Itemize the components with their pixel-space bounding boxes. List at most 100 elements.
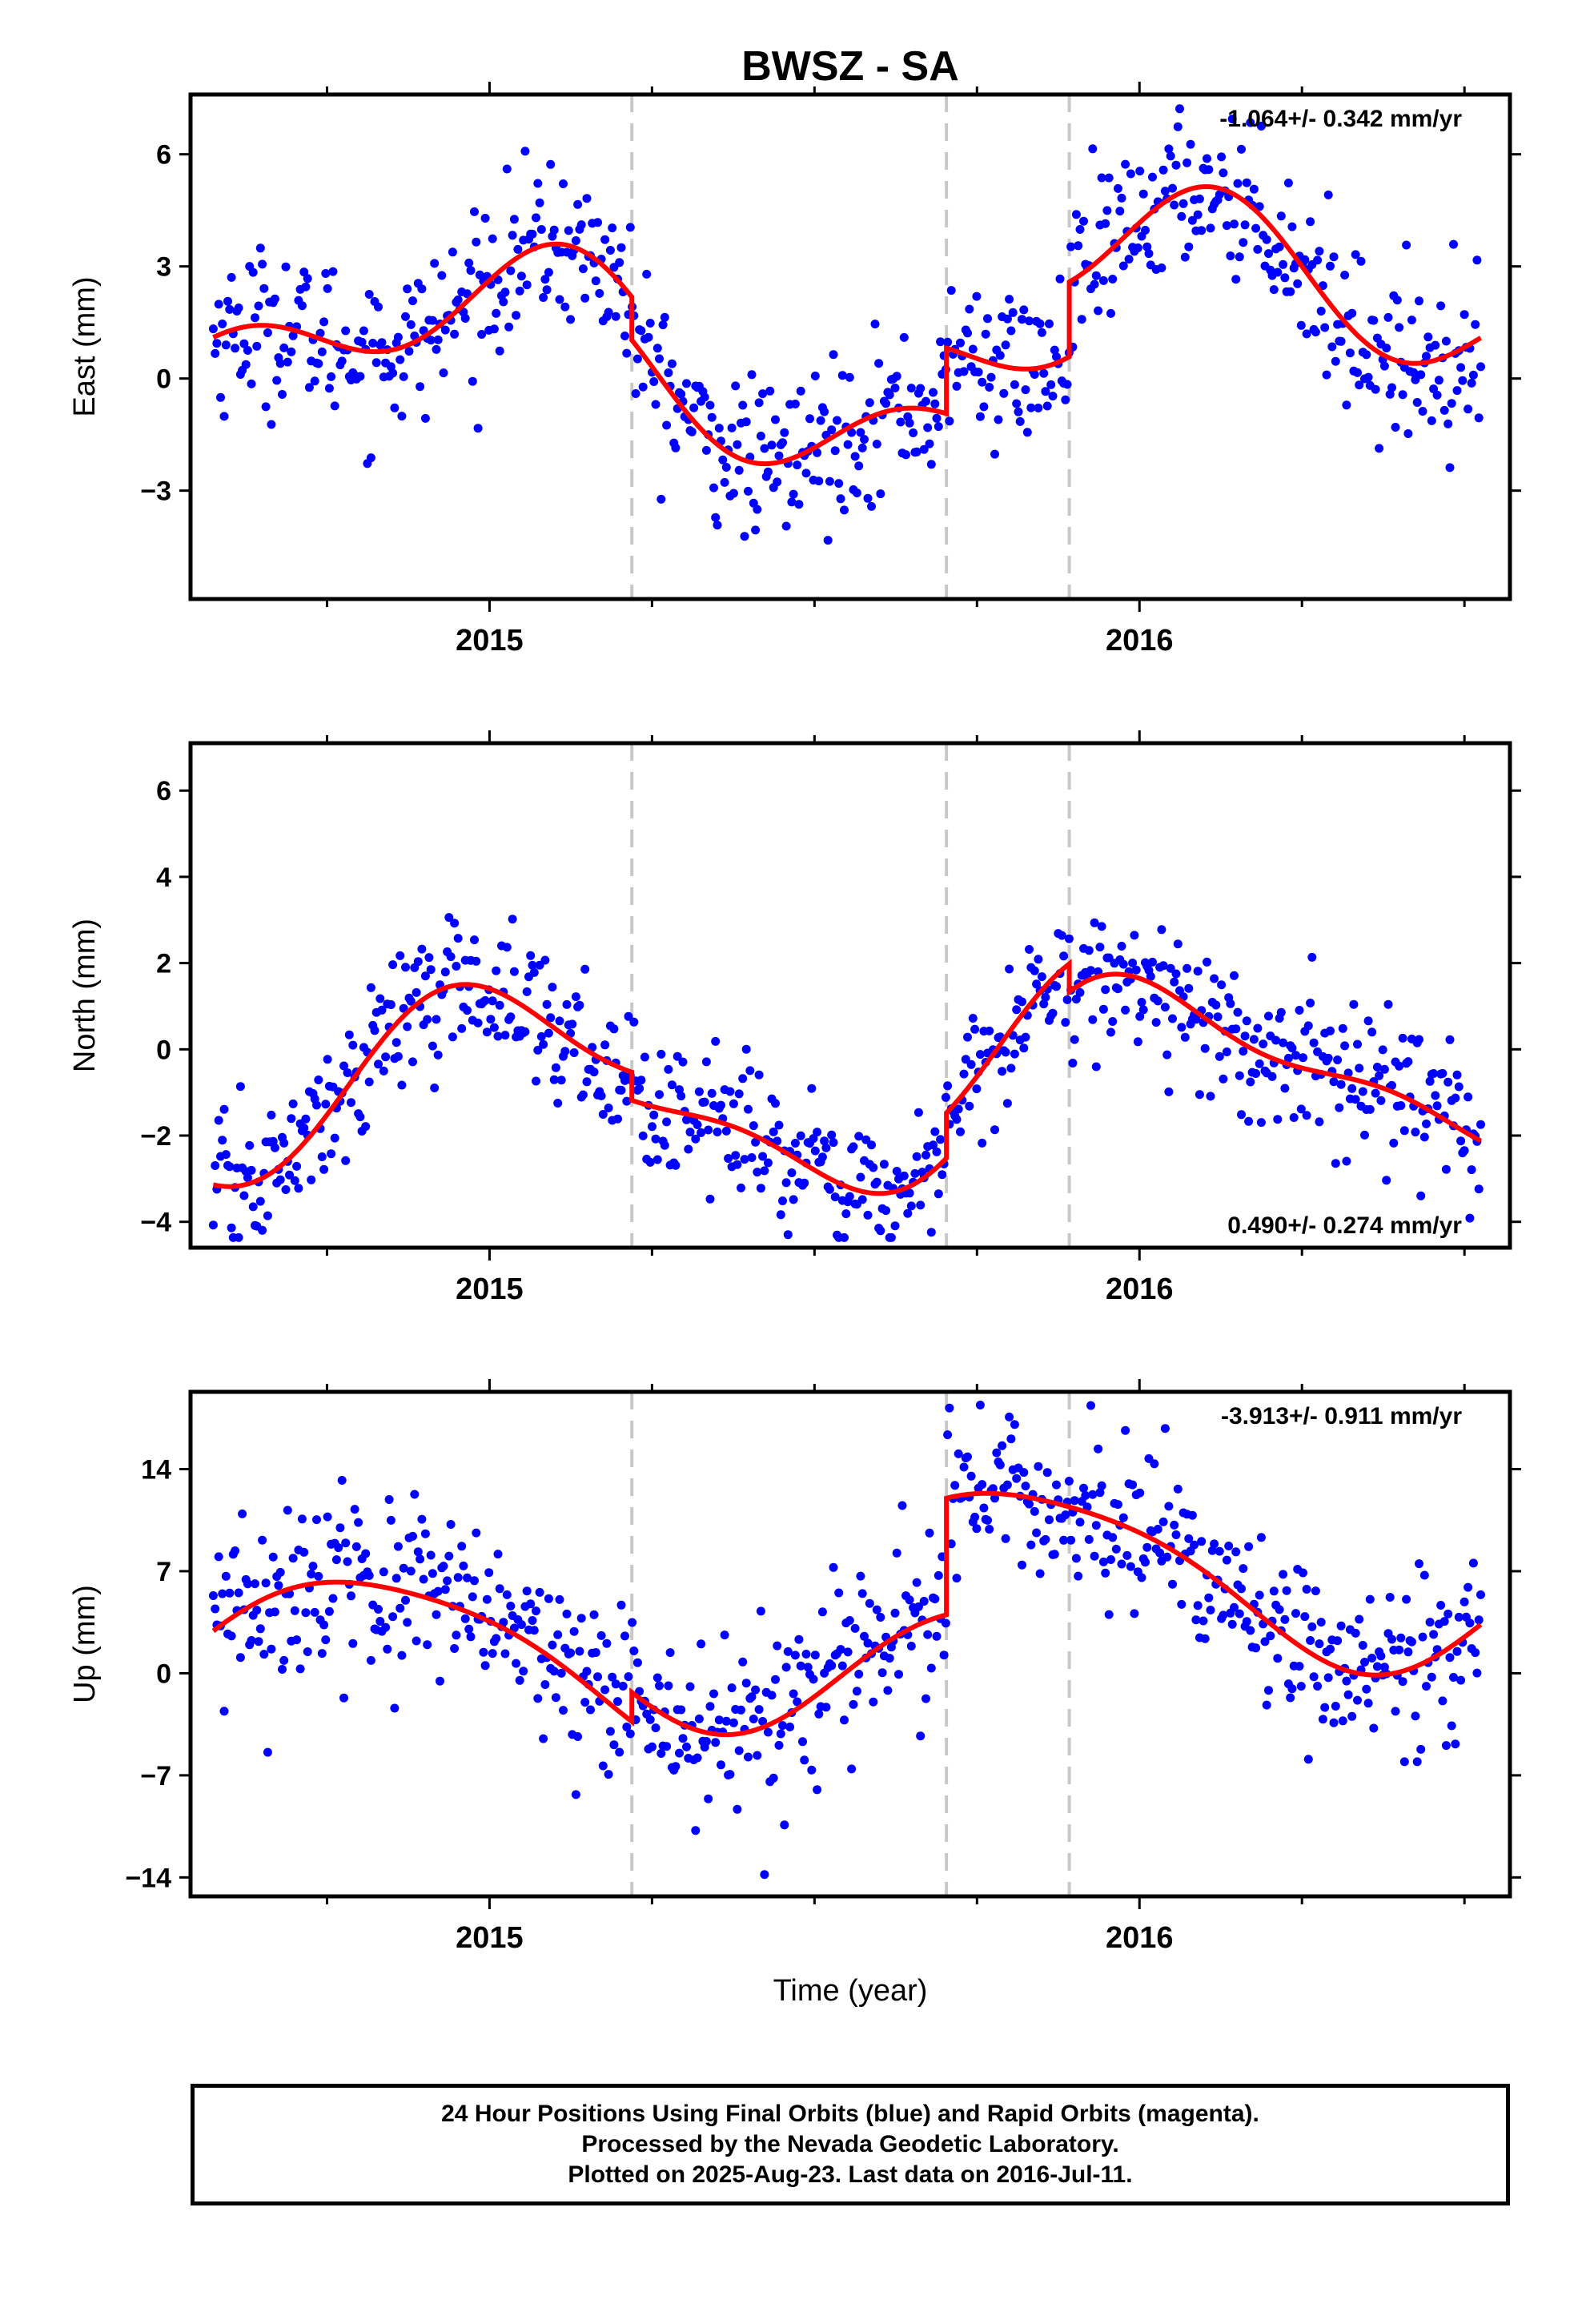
data-point xyxy=(1173,1484,1182,1494)
data-point xyxy=(1353,1039,1362,1049)
rate-label: -3.913+/- 0.911 mm/yr xyxy=(1221,1403,1462,1429)
data-point xyxy=(645,319,655,328)
data-point xyxy=(1184,242,1194,251)
data-point xyxy=(576,1614,586,1623)
data-point xyxy=(1005,295,1014,304)
data-point xyxy=(790,1139,800,1148)
data-point xyxy=(809,1675,818,1684)
data-point xyxy=(609,1740,619,1750)
data-point xyxy=(243,1579,252,1589)
data-point xyxy=(1021,1482,1030,1491)
data-point xyxy=(925,439,934,448)
data-point xyxy=(794,1634,804,1644)
data-point xyxy=(694,1087,704,1096)
data-point xyxy=(978,1480,987,1490)
data-point xyxy=(396,951,405,960)
data-point xyxy=(1070,1035,1079,1044)
data-point xyxy=(248,267,258,277)
data-point xyxy=(321,269,331,278)
data-point xyxy=(234,1588,243,1598)
data-point xyxy=(1191,1015,1201,1024)
data-point xyxy=(453,934,463,943)
data-point xyxy=(1443,419,1453,428)
data-point xyxy=(857,1589,867,1598)
data-point xyxy=(1293,279,1303,288)
data-point xyxy=(813,448,822,457)
data-point xyxy=(701,1057,711,1067)
data-point xyxy=(664,368,673,377)
data-point xyxy=(631,389,640,398)
data-point xyxy=(573,1732,583,1741)
data-point xyxy=(1010,380,1019,389)
data-point xyxy=(658,320,668,330)
data-point xyxy=(781,521,791,531)
data-point xyxy=(1280,273,1290,283)
data-point xyxy=(1240,220,1250,230)
data-point xyxy=(905,1595,914,1605)
data-point xyxy=(255,243,265,253)
data-point xyxy=(1315,1117,1324,1127)
data-point xyxy=(274,1581,283,1590)
data-point xyxy=(1106,1027,1115,1037)
data-point xyxy=(1235,1071,1244,1080)
data-point xyxy=(926,1228,936,1237)
data-point xyxy=(321,1635,331,1645)
data-point xyxy=(1046,380,1056,389)
data-point xyxy=(408,1057,417,1067)
data-point xyxy=(1273,1115,1283,1124)
data-point xyxy=(1371,1088,1380,1098)
data-point xyxy=(930,399,940,408)
data-point xyxy=(1237,1584,1246,1594)
data-point xyxy=(608,1672,617,1682)
data-point xyxy=(725,1770,735,1779)
data-point xyxy=(769,1127,778,1136)
data-point xyxy=(255,1624,265,1634)
data-point xyxy=(1432,1101,1442,1111)
data-point xyxy=(863,493,873,503)
data-point xyxy=(738,1074,748,1084)
data-point xyxy=(391,1574,401,1583)
data-point xyxy=(1104,173,1114,183)
data-point xyxy=(1106,308,1115,318)
data-point xyxy=(1173,122,1182,131)
data-point xyxy=(428,1569,437,1578)
data-point xyxy=(235,1653,245,1663)
data-point xyxy=(319,317,329,327)
model-fit-line xyxy=(211,1490,1483,1738)
data-point xyxy=(576,220,586,230)
data-point xyxy=(950,1481,960,1490)
data-point xyxy=(569,1048,579,1057)
data-point xyxy=(413,1547,423,1557)
data-point xyxy=(615,1747,624,1757)
data-point xyxy=(486,1015,496,1024)
data-point xyxy=(901,450,910,460)
data-point xyxy=(1177,211,1186,221)
data-point xyxy=(516,1620,526,1630)
data-point xyxy=(671,443,681,452)
data-point xyxy=(1094,306,1103,316)
data-point xyxy=(1460,1146,1469,1156)
data-point xyxy=(520,147,530,156)
data-point xyxy=(1266,1631,1275,1641)
data-point xyxy=(985,1525,994,1534)
data-point xyxy=(734,1746,744,1755)
data-point xyxy=(216,392,225,402)
data-point xyxy=(571,992,580,1002)
data-point xyxy=(279,1138,289,1148)
data-point xyxy=(624,1672,633,1682)
data-point xyxy=(1091,1521,1101,1530)
data-point xyxy=(424,953,434,963)
data-point xyxy=(1295,1662,1304,1671)
data-point xyxy=(452,1630,461,1640)
data-point xyxy=(582,1667,592,1676)
data-point xyxy=(1441,1741,1451,1751)
y-tick-label: 0 xyxy=(156,364,171,395)
data-point xyxy=(608,223,617,233)
data-point xyxy=(492,308,501,318)
data-point xyxy=(464,1624,474,1634)
data-point xyxy=(1299,1053,1307,1063)
data-point xyxy=(1331,1159,1340,1168)
data-point xyxy=(403,284,412,294)
data-point xyxy=(876,1613,885,1622)
data-point xyxy=(251,1579,259,1589)
